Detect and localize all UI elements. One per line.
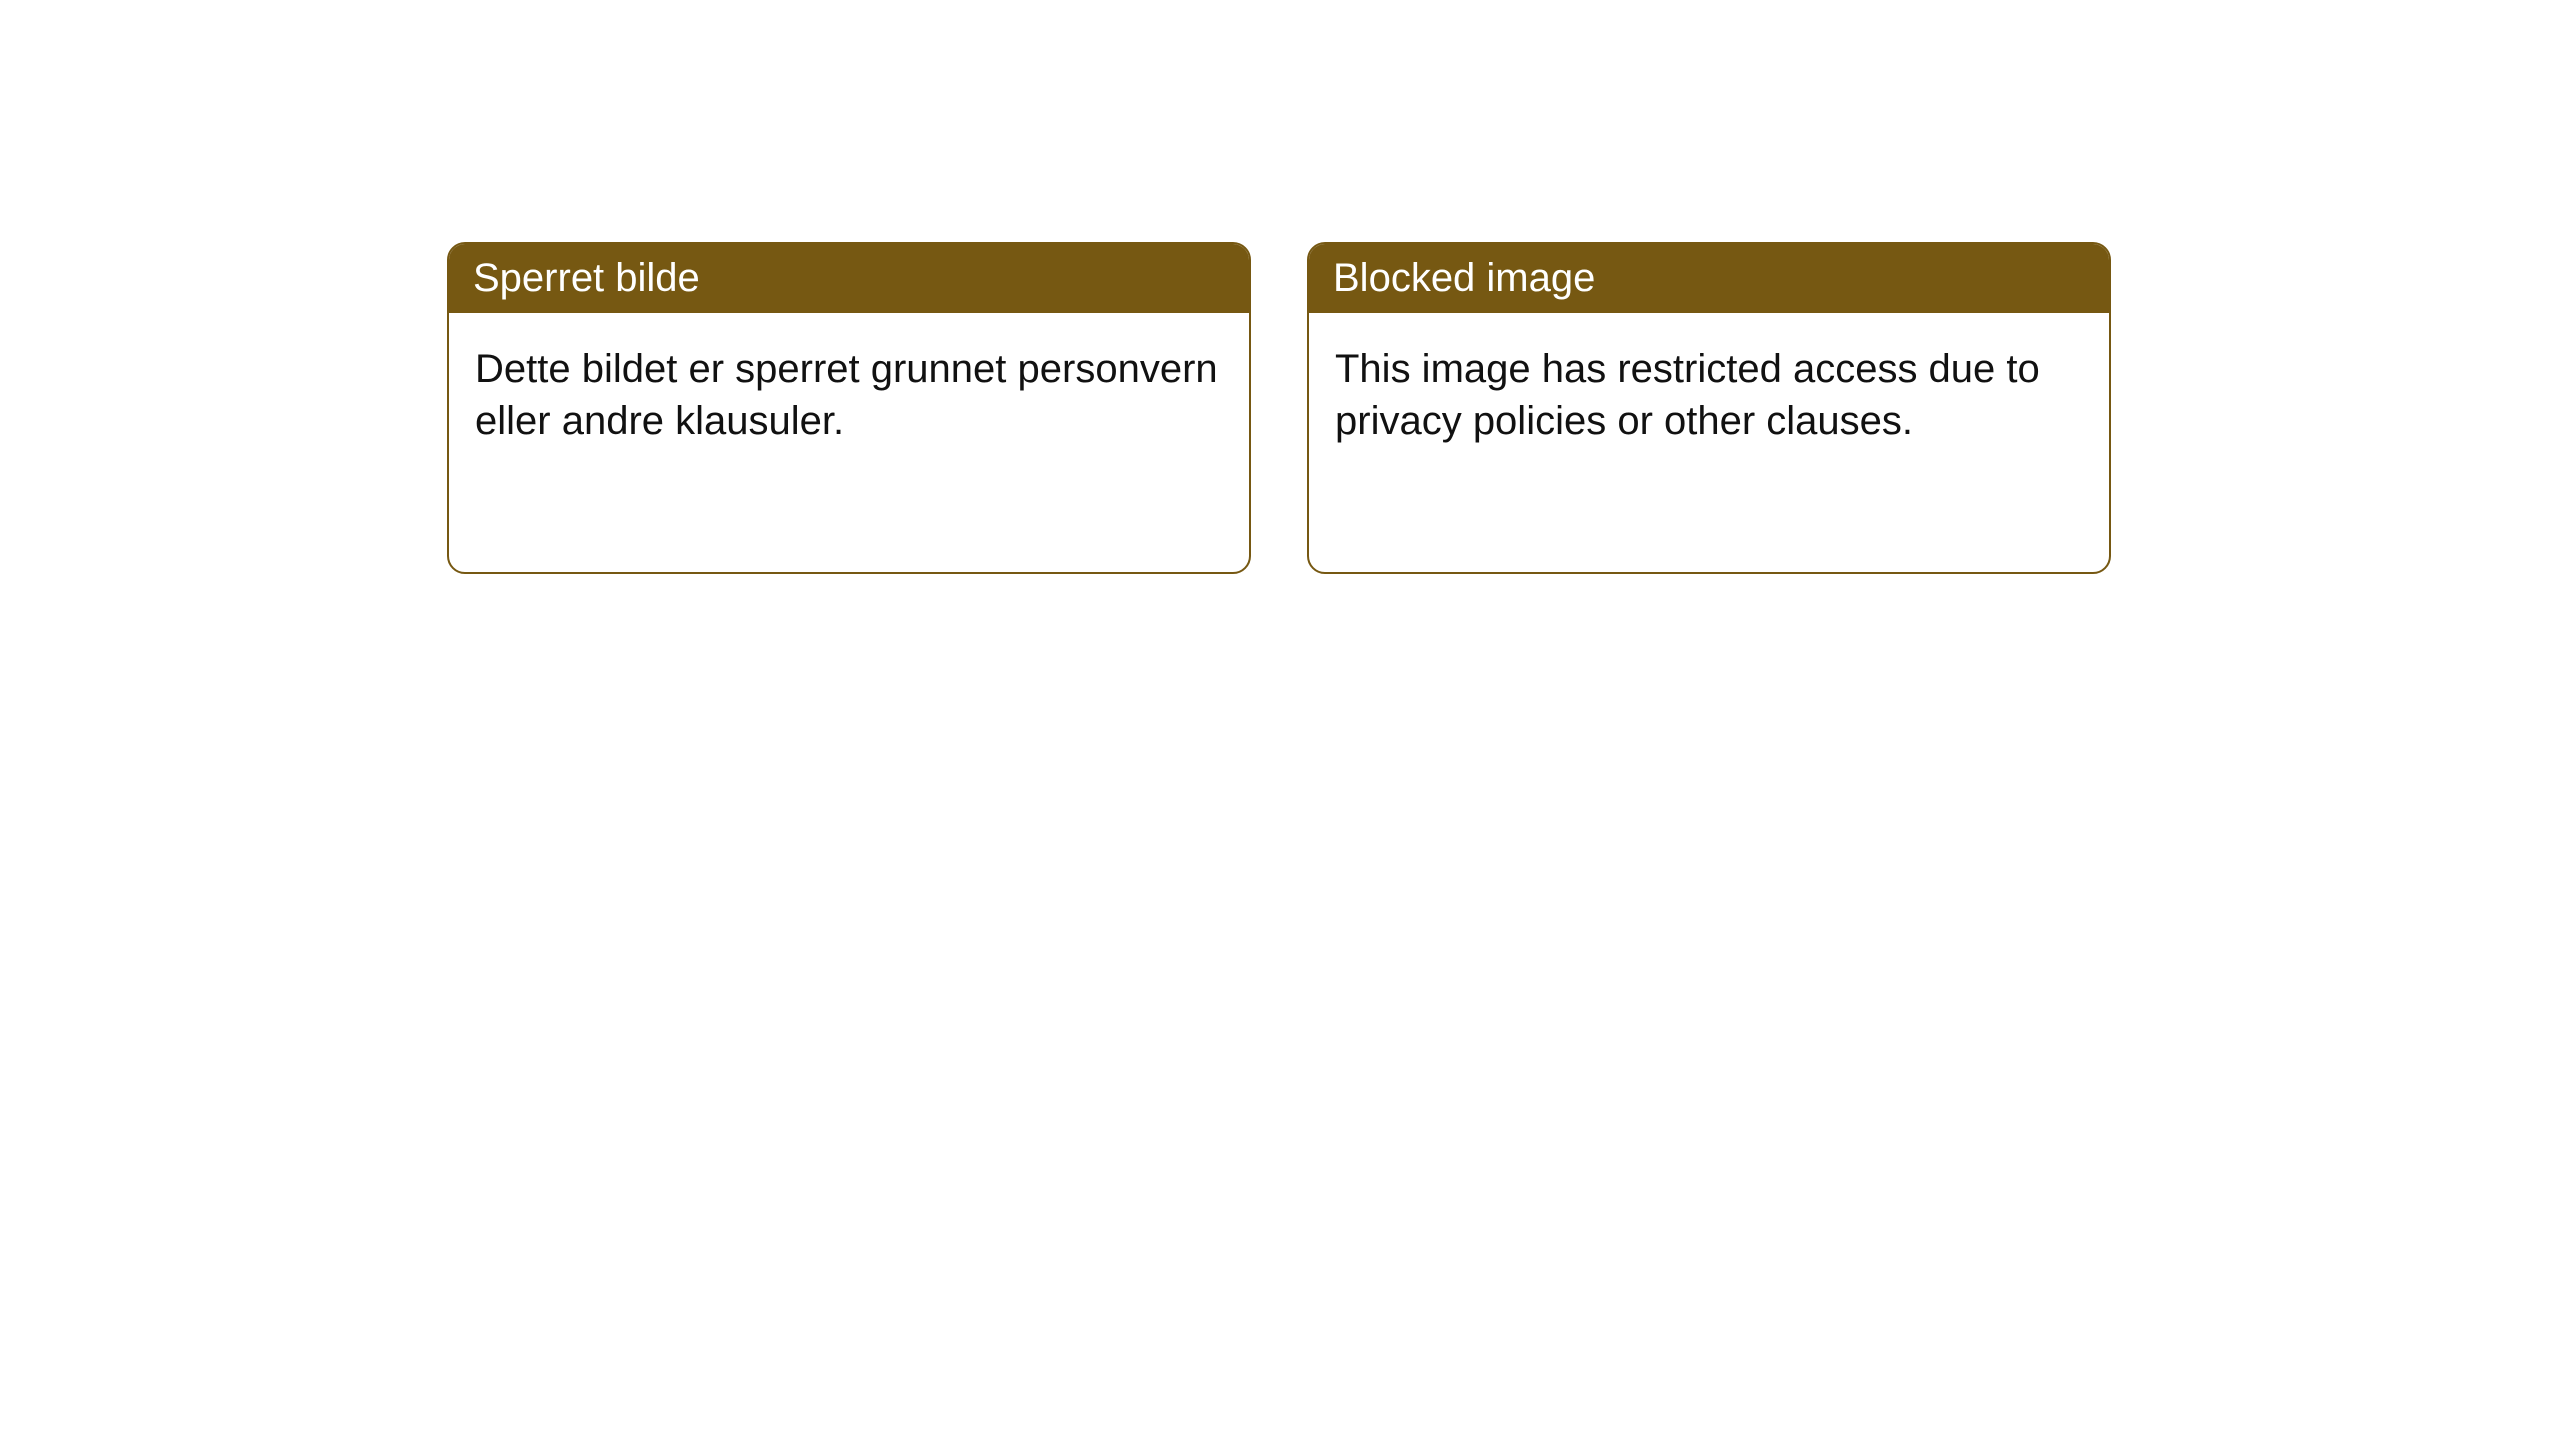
panel-header: Sperret bilde	[449, 244, 1249, 313]
panel-body: Dette bildet er sperret grunnet personve…	[449, 313, 1249, 477]
panel-title: Sperret bilde	[473, 256, 700, 300]
panel-body: This image has restricted access due to …	[1309, 313, 2109, 477]
notice-panel-english: Blocked image This image has restricted …	[1307, 242, 2111, 574]
notice-panels-container: Sperret bilde Dette bildet er sperret gr…	[447, 242, 2111, 574]
panel-body-text: Dette bildet er sperret grunnet personve…	[475, 347, 1218, 443]
panel-body-text: This image has restricted access due to …	[1335, 347, 2040, 443]
notice-panel-norwegian: Sperret bilde Dette bildet er sperret gr…	[447, 242, 1251, 574]
panel-title: Blocked image	[1333, 256, 1595, 300]
panel-header: Blocked image	[1309, 244, 2109, 313]
